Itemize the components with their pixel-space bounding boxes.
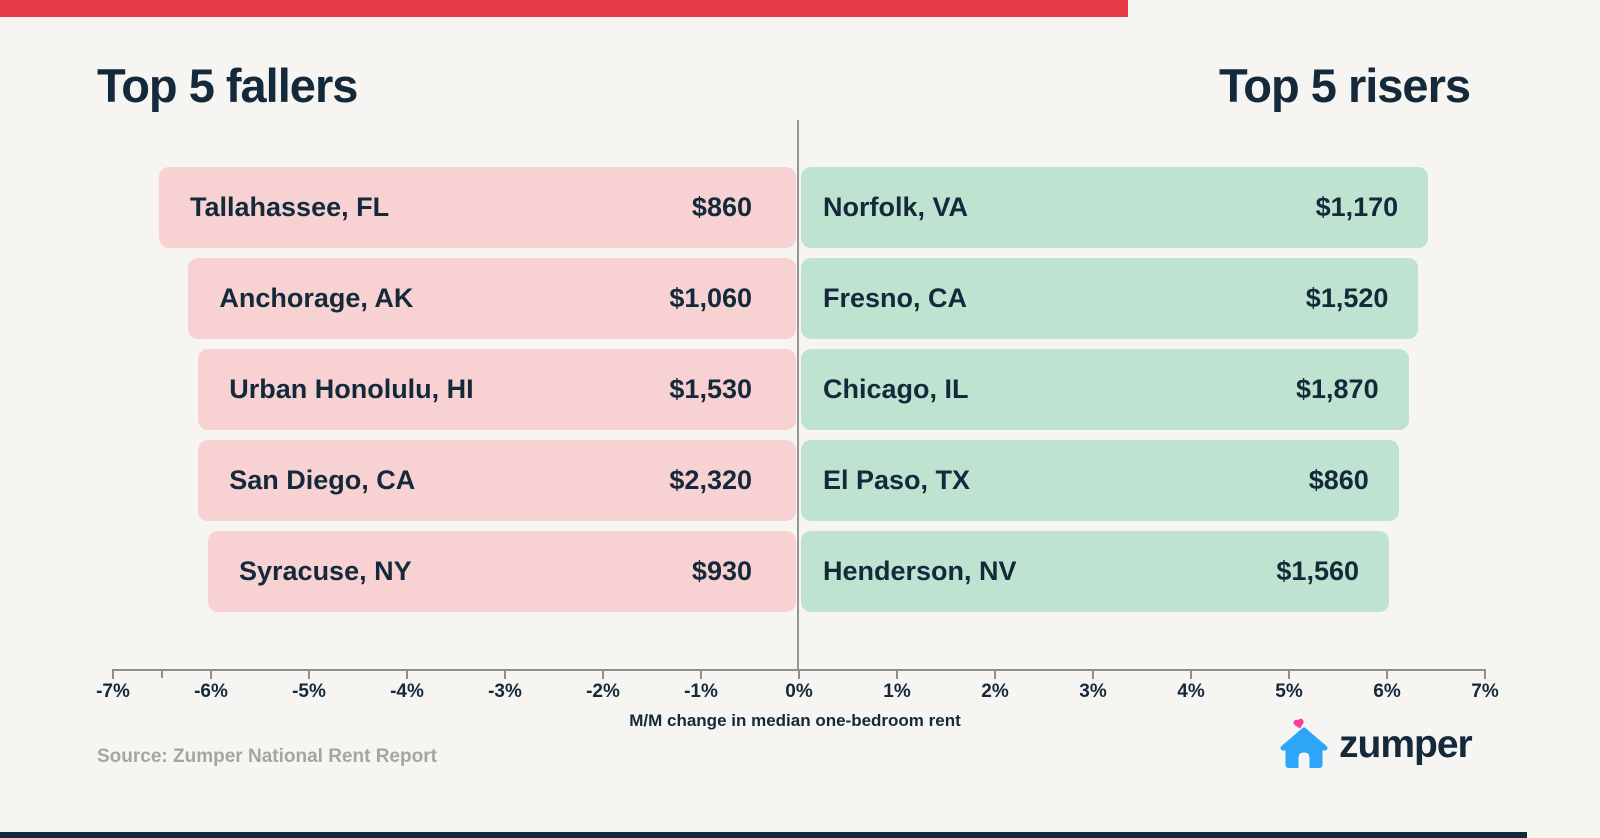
city-label: Syracuse, NY (239, 556, 412, 586)
rent-value: $1,060 (669, 283, 752, 313)
axis-tick (1190, 669, 1192, 679)
rent-value: $1,170 (1315, 192, 1399, 222)
riser-bar: Chicago, IL $1,870 (801, 349, 1409, 430)
axis-tick-label: 3% (1079, 681, 1107, 702)
axis-tick (210, 669, 212, 679)
rent-value: $1,870 (1296, 374, 1379, 404)
axis-tick (1484, 669, 1486, 679)
axis-tick (406, 669, 408, 679)
axis-tick-label: -4% (390, 681, 424, 702)
rent-value: $2,320 (669, 465, 752, 495)
axis-tick (504, 669, 506, 679)
axis-tick (112, 669, 114, 679)
riser-bar: Fresno, CA $1,520 (801, 258, 1419, 339)
city-label: Urban Honolulu, HI (229, 374, 474, 404)
zumper-wordmark: zumper (1339, 722, 1473, 766)
x-axis-label: M/M change in median one-bedroom rent (629, 711, 961, 730)
rent-value: $930 (691, 556, 752, 586)
axis-tick-label: -6% (194, 681, 228, 702)
city-label: Chicago, IL (823, 374, 969, 404)
risers-title: Top 5 risers (1219, 59, 1471, 112)
rent-value: $1,520 (1305, 283, 1389, 313)
axis-tick-label: 1% (883, 681, 911, 702)
axis-tick-label: 7% (1471, 681, 1499, 702)
riser-bar: El Paso, TX $860 (801, 440, 1399, 521)
city-label: Henderson, NV (823, 556, 1017, 586)
rent-value: $1,560 (1276, 556, 1359, 586)
city-label: San Diego, CA (229, 465, 416, 495)
axis-tick (1092, 669, 1094, 679)
city-label: El Paso, TX (823, 465, 971, 495)
zumper-house-icon (1280, 718, 1328, 768)
city-label: Anchorage, AK (219, 283, 414, 313)
axis-tick (1288, 669, 1290, 679)
axis-tick-label: 2% (981, 681, 1009, 702)
axis-tick-label: -1% (684, 681, 718, 702)
axis-tick-label: -3% (488, 681, 522, 702)
city-label: Tallahassee, FL (190, 192, 390, 222)
axis-tick (1386, 669, 1388, 679)
axis-tick-label: -2% (586, 681, 620, 702)
axis-tick-label: 5% (1275, 681, 1303, 702)
city-label: Norfolk, VA (823, 192, 969, 222)
axis-tick (896, 669, 898, 679)
riser-bar: Norfolk, VA $1,170 (801, 167, 1429, 248)
faller-bar: Anchorage, AK $1,060 (188, 258, 796, 339)
door-shape (1298, 752, 1310, 768)
axis-minor-tick (161, 669, 163, 678)
axis-tick (602, 669, 604, 679)
axis-tick-label: 0% (785, 681, 813, 702)
source-text: Source: Zumper National Rent Report (97, 746, 437, 767)
faller-bar: Tallahassee, FL $860 (159, 167, 796, 248)
axis-tick (308, 669, 310, 679)
zero-axis-line (797, 120, 799, 669)
rent-value: $860 (691, 192, 752, 222)
axis-tick (700, 669, 702, 679)
city-label: Fresno, CA (823, 283, 968, 313)
rent-value: $860 (1308, 465, 1369, 495)
fallers-title: Top 5 fallers (97, 59, 358, 112)
faller-bar: Urban Honolulu, HI $1,530 (198, 349, 796, 430)
bottom-accent-strip (0, 832, 1527, 838)
axis-tick-label: 6% (1373, 681, 1401, 702)
heart-icon (1293, 718, 1304, 729)
zumper-logo: zumper (1278, 718, 1473, 770)
axis-tick-label: -7% (96, 681, 130, 702)
rent-value: $1,530 (669, 374, 752, 404)
faller-bar: Syracuse, NY $930 (208, 531, 796, 612)
axis-tick (994, 669, 996, 679)
riser-bar: Henderson, NV $1,560 (801, 531, 1389, 612)
top-accent-strip (0, 0, 1128, 17)
house-shape (1280, 727, 1328, 768)
axis-tick-label: 4% (1177, 681, 1205, 702)
axis-tick-label: -5% (292, 681, 326, 702)
axis-tick (798, 669, 800, 679)
faller-bar: San Diego, CA $2,320 (198, 440, 796, 521)
